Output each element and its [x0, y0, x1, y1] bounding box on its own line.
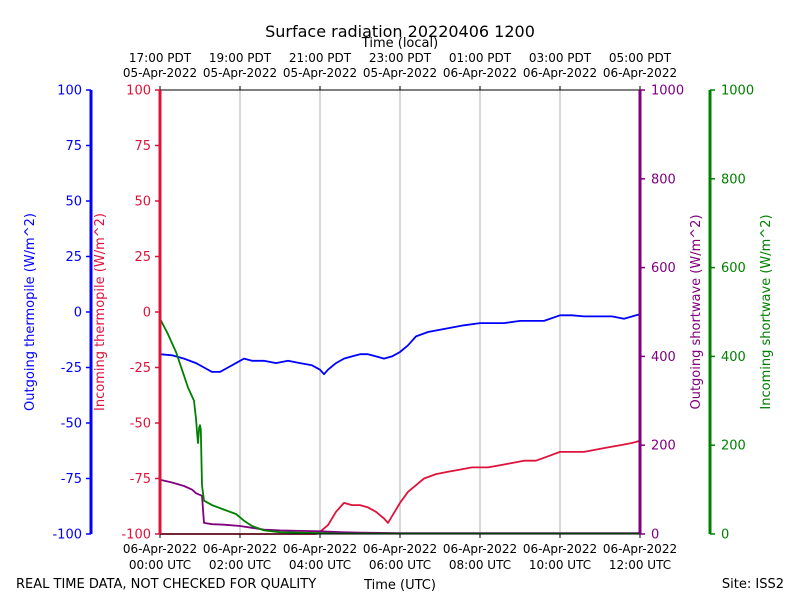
chart-title: Surface radiation 20220406 1200: [265, 22, 535, 41]
bottom-tick-time: 06:00 UTC: [369, 558, 431, 572]
y-tick-label: -100: [52, 528, 82, 543]
y-axis-label-outgoing-shortwave: Outgoing shortwave (W/m^2): [689, 214, 704, 409]
y-tick-label: 800: [721, 172, 746, 187]
y-axis-label-incoming-shortwave: Incoming shortwave (W/m^2): [759, 214, 774, 409]
y-tick-label: 0: [721, 528, 729, 543]
bottom-tick-time: 10:00 UTC: [529, 558, 591, 572]
top-tick-date: 05-Apr-2022: [363, 66, 437, 80]
y-tick-label: 100: [57, 84, 82, 99]
y-tick-label: 800: [651, 172, 676, 187]
top-tick-time: 05:00 PDT: [609, 51, 672, 65]
bottom-tick-date: 06-Apr-2022: [123, 542, 197, 556]
grid-layer: [239, 90, 561, 534]
top-tick-time: 03:00 PDT: [529, 51, 592, 65]
y-tick-label: 400: [721, 350, 746, 365]
bottom-tick-date: 06-Apr-2022: [363, 542, 437, 556]
bottom-tick-time: 04:00 UTC: [289, 558, 351, 572]
quality-disclaimer: REAL TIME DATA, NOT CHECKED FOR QUALITY: [16, 577, 316, 592]
y-axis-label-incoming-thermopile: Incoming thermopile (W/m^2): [93, 213, 108, 411]
x-axis-label: Time (UTC): [363, 578, 436, 593]
y-tick-label: 600: [651, 261, 676, 276]
top-tick-date: 05-Apr-2022: [203, 66, 277, 80]
top-tick-time: 23:00 PDT: [369, 51, 432, 65]
y-tick-label: -50: [61, 417, 82, 432]
y-tick-label: -75: [130, 472, 151, 487]
bottom-tick-date: 06-Apr-2022: [603, 542, 677, 556]
top-tick-date: 05-Apr-2022: [123, 66, 197, 80]
y-tick-label: -50: [130, 417, 151, 432]
bottom-tick-date: 06-Apr-2022: [443, 542, 517, 556]
y-tick-label: 0: [143, 306, 151, 321]
y-tick-label: -75: [61, 472, 82, 487]
y-tick-label: 200: [651, 439, 676, 454]
y-tick-label: 50: [134, 195, 151, 210]
bottom-tick-time: 08:00 UTC: [449, 558, 511, 572]
bottom-tick-time: 02:00 UTC: [209, 558, 271, 572]
y-tick-label: 100: [126, 84, 151, 99]
y-tick-label: -25: [130, 361, 151, 376]
y-tick-label: 1000: [651, 84, 684, 99]
bottom-tick-time: 00:00 UTC: [129, 558, 191, 572]
top-tick-time: 21:00 PDT: [289, 51, 352, 65]
y-axis-label-outgoing-thermopile: Outgoing thermopile (W/m^2): [23, 213, 38, 411]
top-tick-time: 01:00 PDT: [449, 51, 512, 65]
y-tick-label: 75: [65, 139, 82, 154]
y-tick-label: 25: [134, 250, 151, 265]
top-tick-date: 05-Apr-2022: [283, 66, 357, 80]
top-tick-date: 06-Apr-2022: [443, 66, 517, 80]
top-tick-time: 19:00 PDT: [209, 51, 272, 65]
bottom-tick-time: 12:00 UTC: [609, 558, 671, 572]
bottom-tick-date: 06-Apr-2022: [203, 542, 277, 556]
series-line-incoming-shortwave: [159, 318, 640, 535]
series-line-incoming-thermopile: [160, 439, 641, 535]
axes-layer: 06-Apr-2022 00:00 UTC 06-Apr-2022 02:00 UTC…: [23, 51, 774, 572]
y-tick-label: 25: [65, 250, 82, 265]
y-tick-label: -25: [61, 361, 82, 376]
y-tick-label: 200: [721, 439, 746, 454]
y-tick-label: 0: [651, 528, 659, 543]
series-layer: [159, 313, 641, 535]
bottom-tick-date: 06-Apr-2022: [523, 542, 597, 556]
bottom-tick-date: 06-Apr-2022: [283, 542, 357, 556]
top-tick-date: 06-Apr-2022: [603, 66, 677, 80]
y-tick-label: 1000: [721, 84, 754, 99]
series-line-outgoing-thermopile: [159, 313, 641, 376]
site-label: Site: ISS2: [722, 577, 784, 592]
y-tick-label: 0: [74, 306, 82, 321]
y-tick-label: -100: [121, 528, 151, 543]
top-tick-time: 17:00 PDT: [129, 51, 192, 65]
top-axis-label: Time (local): [361, 36, 438, 51]
y-tick-label: 50: [65, 195, 82, 210]
y-tick-label: 400: [651, 350, 676, 365]
top-tick-date: 06-Apr-2022: [523, 66, 597, 80]
y-tick-label: 75: [134, 139, 151, 154]
y-tick-label: 600: [721, 261, 746, 276]
